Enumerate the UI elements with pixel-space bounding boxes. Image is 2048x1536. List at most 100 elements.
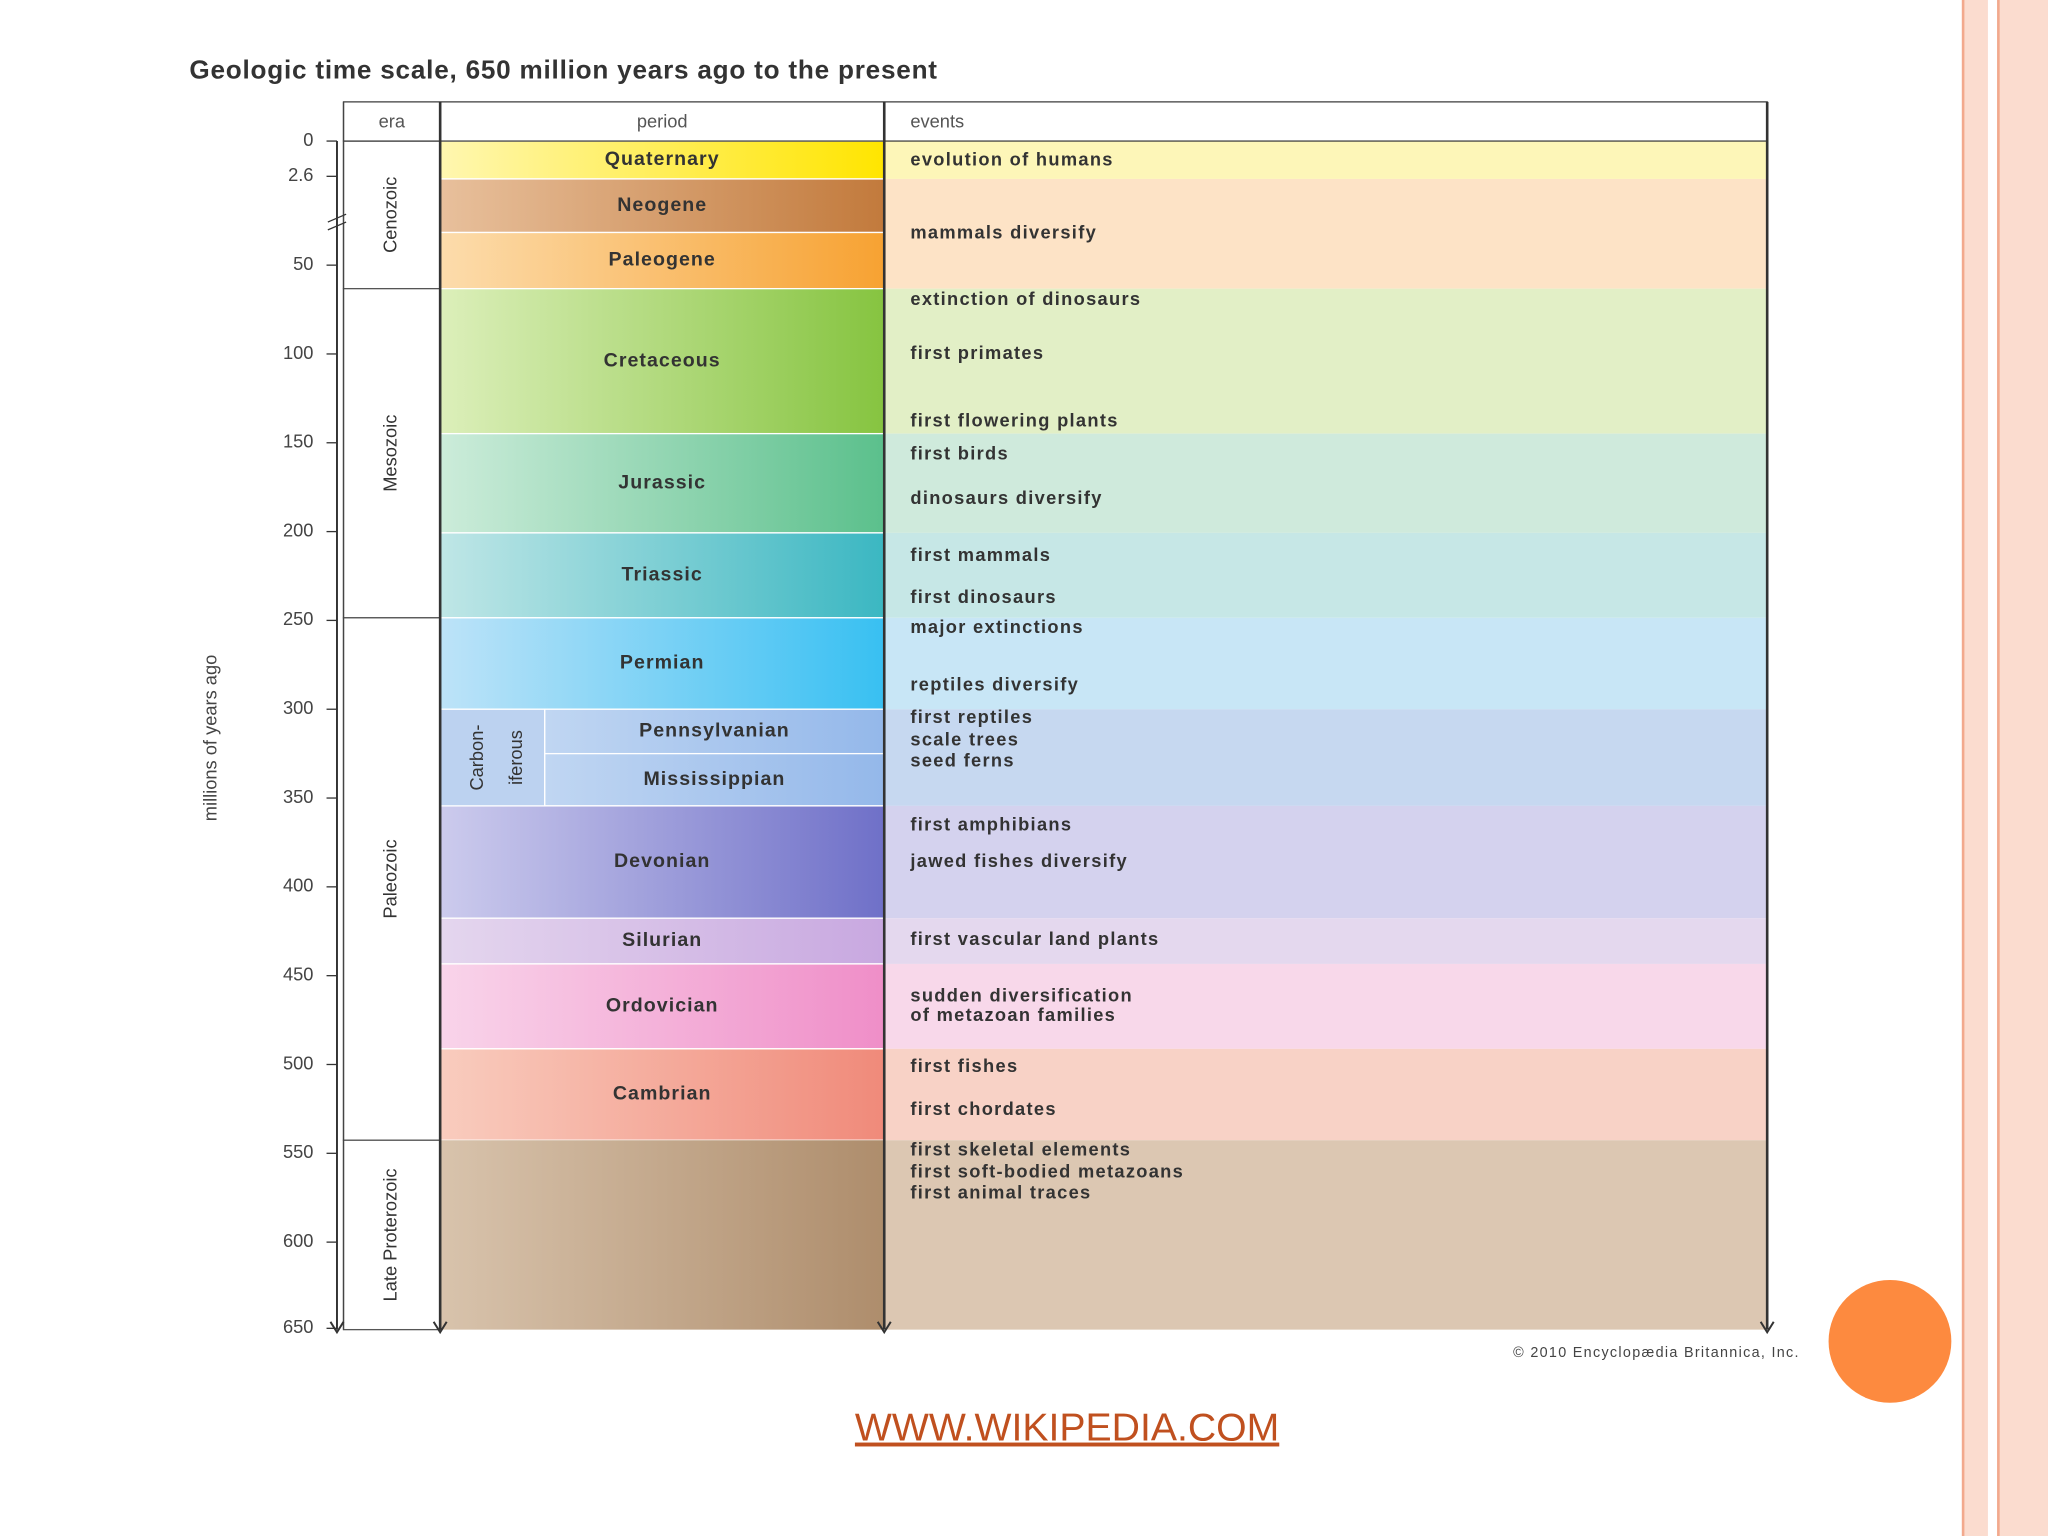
tick-label: 600 <box>283 1230 313 1251</box>
tick-label: 200 <box>283 519 313 540</box>
era-label: Late Proterozoic <box>380 1168 401 1301</box>
period-cell <box>439 963 885 1050</box>
tick-label: 300 <box>283 697 313 718</box>
tick-label: 100 <box>283 342 313 363</box>
event-text: first dinosaurs <box>910 586 1056 607</box>
event-text: first birds <box>910 442 1009 463</box>
event-text: dinosaurs diversify <box>910 487 1102 508</box>
period-label: Triassic <box>622 564 703 586</box>
era-label: Paleozoic <box>380 839 401 918</box>
carboniferous-label: Carbon- <box>466 725 487 791</box>
event-band <box>884 918 1768 964</box>
event-band <box>884 1140 1768 1330</box>
link[interactable]: WWW.WIKIPEDIA.COM <box>855 1407 1279 1450</box>
event-text: scale trees <box>910 728 1019 749</box>
event-band <box>884 617 1768 710</box>
arrow-head <box>876 1321 892 1335</box>
event-text: of metazoan families <box>910 1004 1116 1025</box>
time-scale: Quaternary Neogene Paleogene Cretaceous Jura… <box>283 101 1775 1337</box>
event-text: extinction of dinosaurs <box>910 288 1141 309</box>
period-cell <box>439 917 885 965</box>
period-label: Permian <box>620 652 705 674</box>
event-band <box>884 433 1768 533</box>
period-cell <box>439 178 885 234</box>
period-label: Quaternary <box>605 148 720 170</box>
arrow-head <box>432 1321 448 1335</box>
period-label: Mississippian <box>643 768 785 790</box>
tick-label: 500 <box>283 1052 313 1073</box>
axis-arrow <box>329 1321 345 1335</box>
proterozoic-cell <box>440 1140 885 1330</box>
event-band <box>884 141 1768 179</box>
event-text: major extinctions <box>910 616 1083 637</box>
arrow-head <box>1759 1321 1775 1335</box>
event-band <box>884 963 1768 1049</box>
header-events: events <box>910 111 964 132</box>
event-text: first amphibians <box>910 813 1072 834</box>
event-band <box>884 805 1768 919</box>
side-band <box>1963 0 2048 1536</box>
tick-label: 0 <box>303 129 313 150</box>
carboniferous-label: iferous <box>505 730 526 785</box>
event-text: jawed fishes diversify <box>909 850 1128 871</box>
decor-circle <box>1828 1280 1952 1403</box>
event-text: reptiles diversify <box>910 674 1079 695</box>
era-cell <box>342 288 441 619</box>
tick-label: 350 <box>283 786 313 807</box>
event-text: first reptiles <box>910 706 1033 727</box>
period-cell <box>439 805 885 919</box>
period-cell <box>543 708 885 755</box>
side-stripe <box>1987 0 1999 1536</box>
period-label: Cretaceous <box>604 349 721 371</box>
event-band <box>884 178 1768 289</box>
tick-label: 150 <box>283 431 313 452</box>
tick-label: 50 <box>293 253 313 274</box>
event-text: sudden diversification <box>910 984 1133 1005</box>
event-text: first chordates <box>910 1098 1056 1119</box>
period-cell <box>543 752 885 807</box>
tick-label: 650 <box>283 1316 313 1337</box>
event-text: first fishes <box>910 1055 1018 1076</box>
event-text: first soft-bodied metazoans <box>910 1161 1184 1182</box>
era-label: Mesozoic <box>380 415 401 492</box>
period-cell <box>439 1048 885 1141</box>
event-text: mammals diversify <box>910 222 1097 243</box>
event-text: first mammals <box>910 544 1051 565</box>
carboniferous-cell <box>439 708 546 807</box>
event-text: first primates <box>910 342 1044 363</box>
event-band <box>884 288 1768 434</box>
period-label: Paleogene <box>609 249 716 271</box>
period-label: Silurian <box>622 929 702 951</box>
event-text: first flowering plants <box>910 410 1118 431</box>
event-text: evolution of humans <box>910 148 1113 169</box>
header-era: era <box>379 111 406 132</box>
tick-label: 550 <box>283 1141 313 1162</box>
event-band <box>884 532 1768 618</box>
period-label: Devonian <box>614 850 710 872</box>
period-cell <box>439 617 885 710</box>
period-cell <box>439 288 885 435</box>
tick-label: 450 <box>283 964 313 985</box>
era-label: Cenozoic <box>380 177 401 253</box>
event-band <box>884 709 1768 806</box>
title: Geologic time scale, 650 million years a… <box>189 55 937 85</box>
event-text: first animal traces <box>910 1182 1091 1203</box>
event-text: first skeletal elements <box>910 1139 1131 1160</box>
tick-label: 250 <box>283 608 313 629</box>
tick-label: 400 <box>283 875 313 896</box>
period-cell <box>439 432 885 534</box>
tick-label: 2.6 <box>288 164 313 185</box>
era-cell <box>342 1139 441 1331</box>
period-label: Pennsylvanian <box>639 720 790 742</box>
period-label: Cambrian <box>613 1083 712 1105</box>
credit: © 2010 Encyclopædia Britannica, Inc. <box>1513 1345 1800 1361</box>
header-period: period <box>637 111 688 132</box>
period-label: Neogene <box>617 194 707 216</box>
axis-label: millions of years ago <box>199 655 220 822</box>
event-text: seed ferns <box>910 749 1014 770</box>
event-text: first vascular land plants <box>910 928 1159 949</box>
event-band <box>884 1048 1768 1141</box>
header-row <box>342 101 1768 142</box>
period-label: Jurassic <box>618 471 706 493</box>
